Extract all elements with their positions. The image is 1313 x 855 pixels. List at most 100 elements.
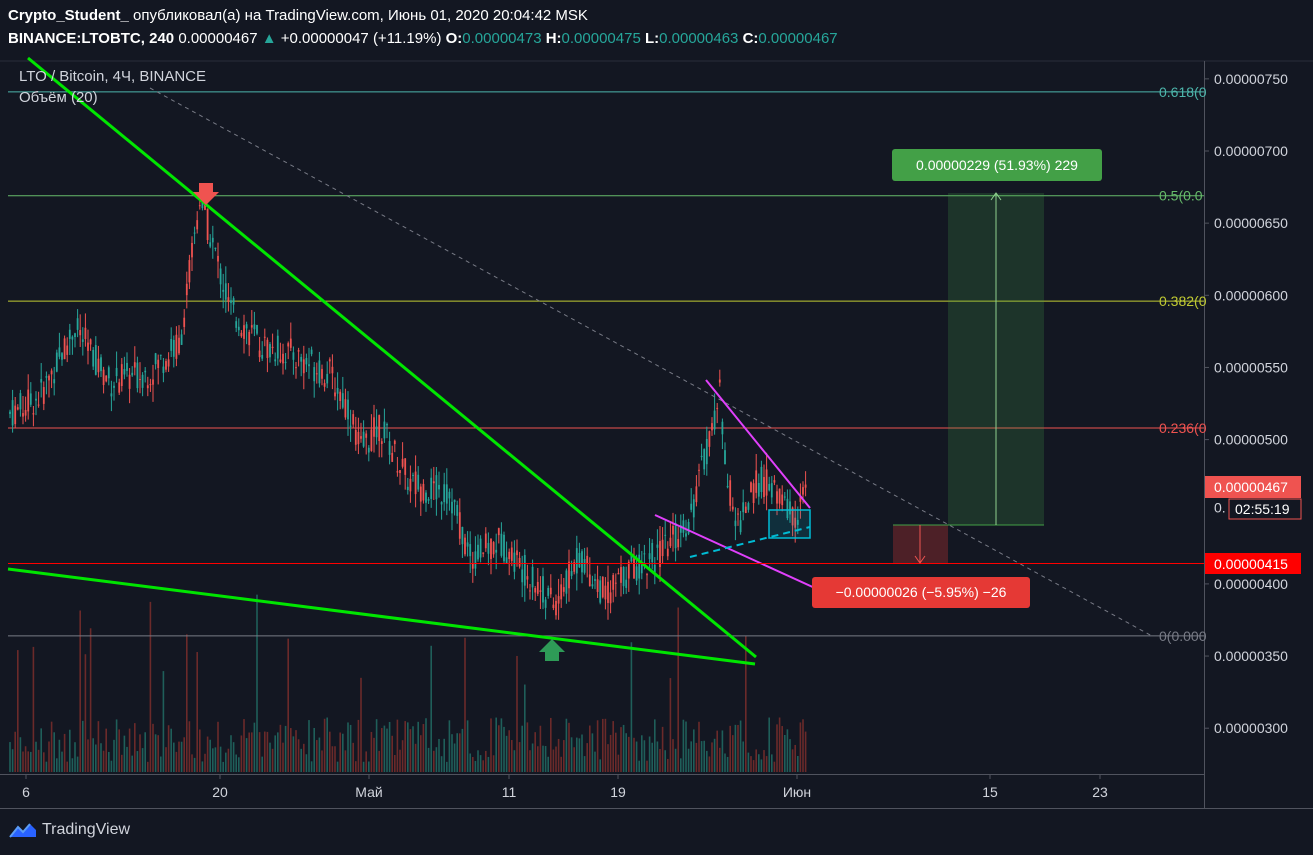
sell-arrow-icon [193, 183, 219, 205]
volume-bar [14, 731, 16, 772]
volume-bar [596, 720, 599, 772]
price-tick-label: 0.00000500 [1214, 432, 1288, 448]
volume-bar [433, 750, 435, 772]
candle-body [313, 367, 316, 382]
price-tick-label: 0.00000700 [1214, 143, 1288, 159]
candle-body [256, 324, 258, 334]
candle-body [107, 367, 110, 379]
candle-body [794, 517, 797, 528]
candle-body [492, 542, 495, 555]
volume-bar [201, 761, 204, 772]
volume-bar [35, 741, 37, 772]
candle-body [443, 484, 446, 503]
volume-bar [277, 732, 279, 772]
candle-body [708, 431, 711, 447]
volume-bar [22, 751, 24, 772]
volume-bar [375, 719, 378, 772]
candle-body [523, 555, 526, 586]
candle-body [552, 604, 555, 608]
volume-bar [253, 722, 256, 772]
candle-body [495, 549, 498, 553]
candle-body [92, 349, 95, 367]
fib-retracement[interactable]: 0.618(0 0.5(0.0 0.382(0 0.236(0 0(0.000 [8, 84, 1207, 644]
volume-bar [651, 742, 653, 772]
volume-bar [599, 759, 601, 772]
time-axis[interactable]: 6 20 Май 11 19 Июн 15 23 [22, 774, 1108, 800]
candle-body [53, 379, 56, 384]
candle-body [14, 405, 17, 425]
close-value: 0.00000467 [758, 30, 838, 47]
candle-body [536, 581, 539, 594]
volume-bar [9, 742, 11, 772]
volume-bar [261, 756, 263, 772]
volume-bar [474, 760, 477, 772]
volume-bar [118, 729, 120, 772]
volume-bar [11, 749, 14, 772]
candle-body [578, 552, 581, 568]
candle-body [217, 255, 219, 262]
author-name[interactable]: Crypto_Student_ [8, 7, 129, 24]
candle-body [412, 474, 414, 476]
candle-body [747, 503, 750, 510]
volume-bar [303, 743, 305, 772]
volume-bar [472, 757, 474, 772]
volume-bar [71, 758, 74, 772]
wedge-upper-line [705, 379, 811, 509]
volume-bar [339, 732, 341, 772]
candle-body [71, 336, 74, 340]
candle-body [604, 585, 607, 600]
volume-bar [154, 734, 157, 772]
volume-bar [199, 729, 201, 772]
volume-bar [789, 739, 791, 772]
volume-bar [698, 721, 700, 772]
volume-bar [17, 650, 19, 772]
volume-bar [290, 728, 292, 772]
candle-body [61, 353, 63, 360]
volume-bar [297, 739, 300, 772]
price-tick-label: 0.00000300 [1214, 720, 1288, 736]
candle-body [414, 471, 417, 495]
candle-body [253, 324, 256, 330]
volume-bar [490, 718, 492, 772]
fib-level-label: 0(0.000 [1159, 628, 1207, 644]
target-label-box [892, 149, 1102, 181]
candle-body [479, 538, 482, 558]
volume-bar [687, 748, 690, 772]
price-axis[interactable]: 0.00000750 0.00000700 0.00000650 0.00000600… [1204, 71, 1302, 736]
price-change: +0.00000047 (+11.19%) [280, 30, 442, 47]
volume-bar [248, 732, 250, 772]
candle-body [266, 339, 269, 358]
candle-body [284, 361, 287, 363]
candle-body [731, 506, 734, 510]
candle-body [149, 384, 152, 386]
volume-bar [485, 750, 487, 772]
volume-bar [355, 761, 357, 772]
candle-body [542, 576, 544, 603]
chart-legend-title[interactable]: LTO / Bitcoin, 4Ч, BINANCE [19, 68, 207, 85]
candle-body [783, 496, 786, 498]
candle-body [393, 440, 396, 445]
candle-body [466, 542, 469, 547]
volume-bar [50, 721, 53, 772]
tradingview-brand[interactable]: TradingView [8, 820, 130, 840]
volume-bar [113, 739, 115, 772]
candle-body [27, 389, 30, 412]
drawings-layer[interactable]: 0.00000229 (51.93%) 229 −0.00000026 (−5.9… [7, 56, 1204, 666]
candle-body [510, 547, 513, 561]
volume-bar [225, 752, 227, 772]
volume-legend[interactable]: Объём (20) [19, 89, 98, 106]
volume-bar [786, 729, 789, 772]
volume-bar [607, 744, 609, 772]
volume-bar [238, 757, 240, 772]
candle-body [768, 483, 771, 491]
candle-body [633, 558, 635, 579]
candle-body [474, 551, 477, 569]
candle-body [666, 548, 669, 557]
candle-body [617, 572, 620, 575]
volume-bar [37, 749, 40, 772]
volume-bar [781, 726, 783, 772]
candle-body [336, 387, 339, 394]
candle-body [750, 482, 752, 493]
volume-bar [628, 736, 630, 772]
